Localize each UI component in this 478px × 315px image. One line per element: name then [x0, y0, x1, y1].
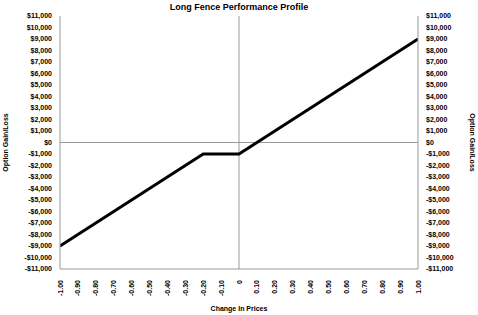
svg-text:$11,000: $11,000 — [426, 12, 451, 20]
svg-text:$8,000: $8,000 — [426, 47, 448, 55]
svg-text:-$9,000: -$9,000 — [426, 242, 450, 250]
svg-text:$7,000: $7,000 — [31, 58, 53, 66]
svg-text:$6,000: $6,000 — [31, 70, 53, 78]
svg-text:$9,000: $9,000 — [31, 35, 53, 43]
svg-text:$11,000: $11,000 — [27, 12, 52, 20]
html-text:Long Fence Performance Profile: Long Fence Performance Profile — [169, 2, 309, 12]
svg-text:0.40: 0.40 — [307, 280, 314, 294]
svg-text:Change In Prices: Change In Prices — [211, 305, 268, 313]
svg-text:-$11,000: -$11,000 — [25, 265, 52, 273]
svg-text:-$11,000: -$11,000 — [426, 265, 453, 273]
svg-text:-0.40: -0.40 — [164, 280, 171, 296]
svg-text:-$2,000: -$2,000 — [426, 162, 450, 170]
svg-text:0: 0 — [236, 280, 243, 284]
svg-text:-$3,000: -$3,000 — [426, 173, 450, 181]
svg-text:-$2,000: -$2,000 — [28, 162, 52, 170]
svg-text:-0.80: -0.80 — [92, 280, 99, 296]
svg-text:-$8,000: -$8,000 — [426, 231, 450, 239]
svg-text:-0.70: -0.70 — [110, 280, 117, 296]
svg-text:1.00: 1.00 — [415, 280, 422, 294]
svg-text:-$5,000: -$5,000 — [28, 196, 52, 204]
svg-text:0.50: 0.50 — [325, 280, 332, 294]
svg-text:$1,000: $1,000 — [31, 127, 53, 135]
svg-text:$5,000: $5,000 — [31, 81, 53, 89]
svg-text:-$5,000: -$5,000 — [426, 196, 450, 204]
svg-text:-$8,000: -$8,000 — [28, 231, 52, 239]
svg-text:0.60: 0.60 — [343, 280, 350, 294]
svg-text:-$1,000: -$1,000 — [426, 150, 450, 158]
svg-text:$9,000: $9,000 — [426, 35, 448, 43]
svg-text:-$1,000: -$1,000 — [28, 150, 52, 158]
svg-text:-1.00: -1.00 — [57, 280, 64, 296]
svg-text:0.30: 0.30 — [289, 280, 296, 294]
svg-text:$6,000: $6,000 — [426, 70, 448, 78]
svg-text:Option Gain/Loss: Option Gain/Loss — [468, 113, 470, 171]
svg-text:-$10,000: -$10,000 — [426, 254, 454, 262]
svg-text:$8,000: $8,000 — [31, 47, 53, 55]
svg-text:0.80: 0.80 — [379, 280, 386, 294]
svg-text:-$7,000: -$7,000 — [28, 219, 52, 227]
svg-text:$1,000: $1,000 — [426, 127, 448, 135]
svg-text:-$3,000: -$3,000 — [28, 173, 52, 181]
svg-text:-0.60: -0.60 — [128, 280, 135, 296]
svg-text:$3,000: $3,000 — [31, 104, 53, 112]
svg-text:$2,000: $2,000 — [426, 116, 448, 124]
svg-text:0.70: 0.70 — [361, 280, 368, 294]
svg-text:$4,000: $4,000 — [31, 93, 53, 101]
svg-text:-0.30: -0.30 — [182, 280, 189, 296]
svg-text:-0.20: -0.20 — [200, 280, 207, 296]
svg-text:-$9,000: -$9,000 — [28, 242, 52, 250]
svg-text:$7,000: $7,000 — [426, 58, 448, 66]
svg-text:-$6,000: -$6,000 — [426, 208, 450, 216]
svg-text:$0: $0 — [44, 139, 52, 147]
svg-text:0.20: 0.20 — [271, 280, 278, 294]
svg-text:$3,000: $3,000 — [426, 104, 448, 112]
svg-text:-0.90: -0.90 — [74, 280, 81, 296]
svg-text:$2,000: $2,000 — [31, 116, 53, 124]
svg-text:$0: $0 — [426, 139, 434, 147]
svg-text:-$6,000: -$6,000 — [28, 208, 52, 216]
svg-text:-$10,000: -$10,000 — [24, 254, 52, 262]
svg-text:$5,000: $5,000 — [426, 81, 448, 89]
svg-text:-$4,000: -$4,000 — [28, 185, 52, 193]
svg-text:0.10: 0.10 — [253, 280, 260, 294]
svg-text:-0.50: -0.50 — [146, 280, 153, 296]
svg-text:-$4,000: -$4,000 — [426, 185, 450, 193]
svg-text:Option Gain/Loss: Option Gain/Loss — [8, 113, 10, 171]
svg-text:$4,000: $4,000 — [426, 93, 448, 101]
svg-text:0.90: 0.90 — [397, 280, 404, 294]
svg-text:-0.10: -0.10 — [218, 280, 225, 296]
svg-text:$10,000: $10,000 — [426, 24, 451, 32]
svg-text:$10,000: $10,000 — [27, 24, 52, 32]
svg-text:-$7,000: -$7,000 — [426, 219, 450, 227]
